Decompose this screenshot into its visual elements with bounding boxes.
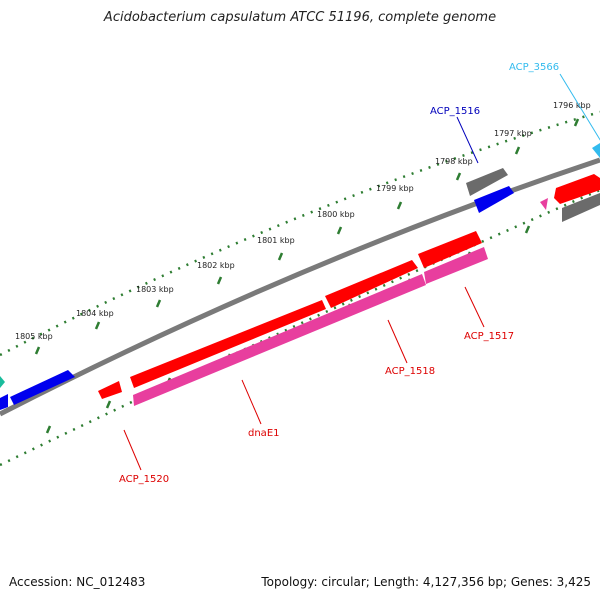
- tick-label: 1797 kbp: [494, 129, 532, 138]
- gene-arrow: [98, 381, 122, 399]
- map-title: Acidobacterium capsulatum ATCC 51196, co…: [103, 10, 497, 25]
- tick-label: 1803 kbp: [136, 285, 174, 294]
- gene-arrow: [0, 394, 8, 410]
- gene-arrow: [418, 231, 482, 268]
- gene-label: ACP_3566: [509, 62, 559, 73]
- gene-arrow: [540, 198, 548, 210]
- tick-label: 1800 kbp: [317, 210, 355, 219]
- tick-label: 1802 kbp: [197, 261, 235, 270]
- gene-arrow: [466, 168, 508, 196]
- gene-arrow: [474, 186, 514, 213]
- accession-text: Accession: NC_012483: [9, 575, 146, 589]
- gene-arrow: [592, 143, 600, 158]
- gene-arrow: [562, 193, 600, 222]
- gene-arrow: [0, 376, 5, 388]
- tick-label: 1798 kbp: [435, 157, 473, 166]
- gene-label: dnaE1: [248, 428, 280, 439]
- tick-label: 1796 kbp: [553, 101, 591, 110]
- gene-arrow: [325, 260, 418, 308]
- gene-arrow: [133, 274, 426, 406]
- gene-arrow: [10, 370, 75, 405]
- gene-features: [0, 143, 600, 410]
- outer-ruler: [0, 110, 600, 357]
- leader-lines: [123, 73, 600, 471]
- gene-label: ACP_1518: [385, 366, 435, 377]
- gene-label: ACP_1517: [464, 331, 514, 342]
- tick-label: 1804 kbp: [76, 309, 114, 318]
- gene-arrow: [130, 300, 326, 388]
- topology-text: Topology: circular; Length: 4,127,356 bp…: [261, 575, 591, 589]
- gene-label: ACP_1520: [119, 474, 169, 485]
- genome-backbone: [0, 157, 600, 417]
- gene-label: ACP_1516: [430, 106, 480, 117]
- tick-label: 1805 kbp: [15, 332, 53, 341]
- inner-ruler: [0, 188, 600, 467]
- gene-arrow: [554, 174, 600, 204]
- tick-label: 1799 kbp: [376, 184, 414, 193]
- gene-arrow: [424, 247, 488, 284]
- tick-label: 1801 kbp: [257, 236, 295, 245]
